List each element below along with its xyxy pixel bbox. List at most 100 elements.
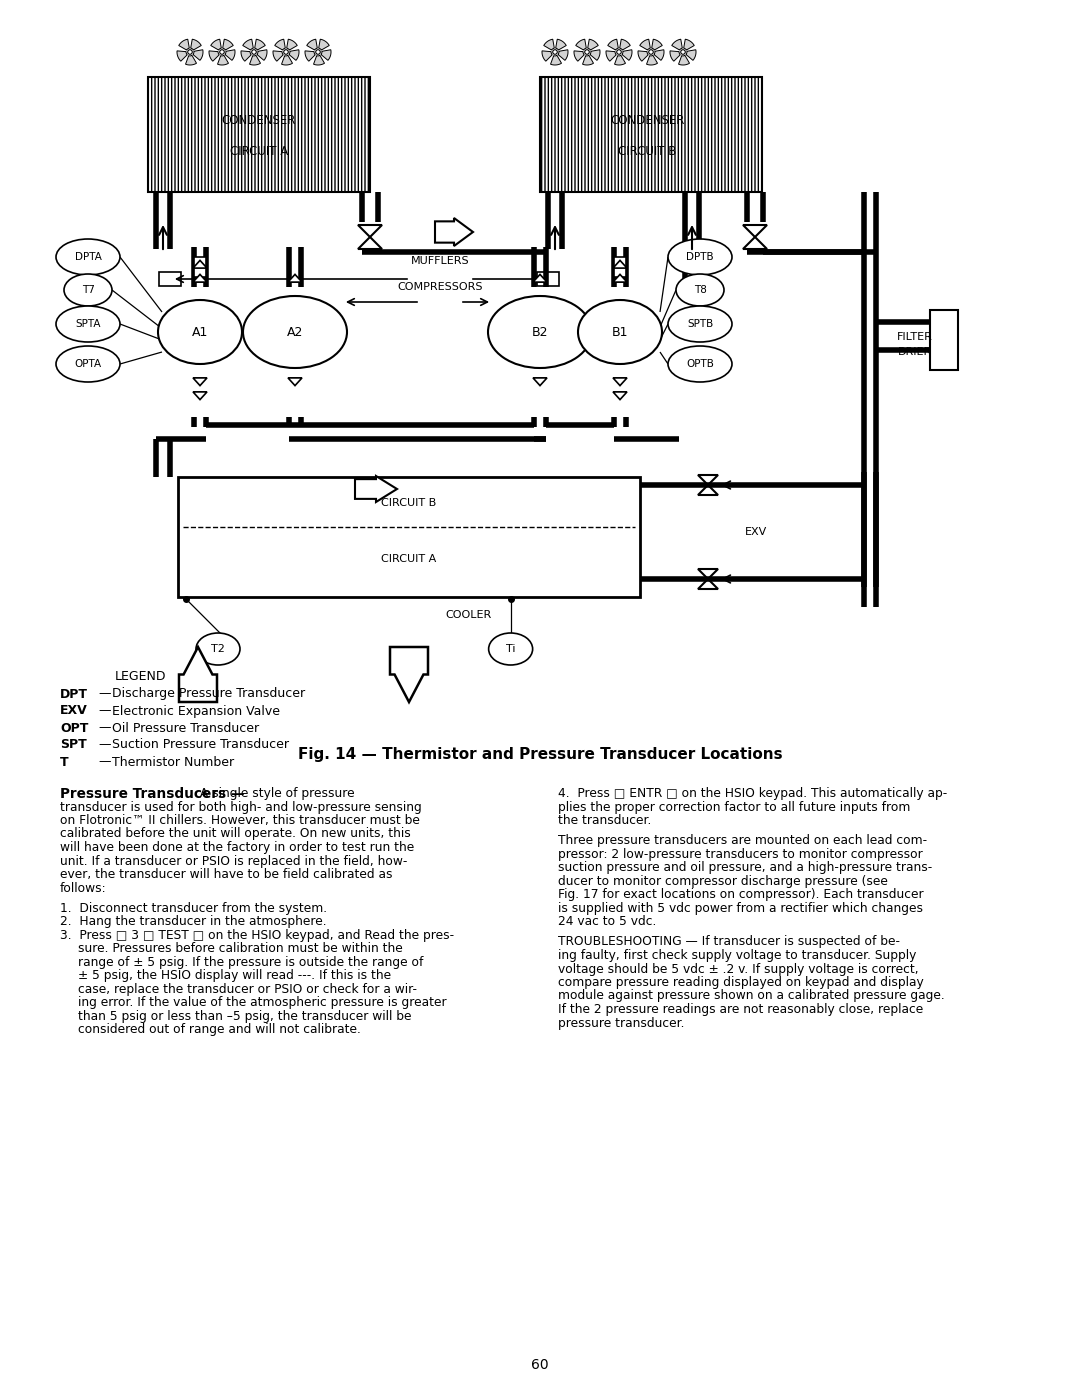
Text: Three pressure transducers are mounted on each lead com-: Three pressure transducers are mounted o… [558, 834, 927, 847]
Ellipse shape [188, 50, 192, 54]
Text: 4.  Press □ ENTR □ on the HSIO keypad. This automatically ap-: 4. Press □ ENTR □ on the HSIO keypad. Th… [558, 787, 947, 800]
Ellipse shape [488, 296, 592, 367]
Bar [540, 77, 762, 191]
Polygon shape [319, 39, 329, 50]
Ellipse shape [617, 50, 621, 54]
Ellipse shape [649, 50, 653, 54]
Ellipse shape [158, 300, 242, 365]
Text: 1.  Disconnect transducer from the system.: 1. Disconnect transducer from the system… [60, 901, 327, 915]
Text: EXV: EXV [60, 704, 87, 718]
Text: 3.  Press □ 3 □ TEST □ on the HSIO keypad, and Read the pres-: 3. Press □ 3 □ TEST □ on the HSIO keypad… [60, 929, 454, 942]
Text: Electronic Expansion Valve: Electronic Expansion Valve [112, 704, 280, 718]
Text: ever, the transducer will have to be field calibrated as: ever, the transducer will have to be fie… [60, 868, 392, 882]
Text: SPTB: SPTB [687, 319, 713, 330]
Polygon shape [177, 50, 187, 61]
Polygon shape [191, 39, 201, 50]
Ellipse shape [488, 633, 532, 665]
Polygon shape [620, 39, 631, 50]
Text: T: T [60, 756, 69, 768]
Text: suction pressure and oil pressure, and a high-pressure trans-: suction pressure and oil pressure, and a… [558, 861, 932, 875]
Polygon shape [357, 237, 382, 249]
Text: ing error. If the value of the atmospheric pressure is greater: ing error. If the value of the atmospher… [78, 996, 447, 1009]
Polygon shape [647, 56, 658, 66]
Text: B1: B1 [611, 326, 629, 338]
Text: T2: T2 [211, 644, 225, 654]
Ellipse shape [553, 50, 557, 54]
Text: transducer is used for both high- and low-pressure sensing: transducer is used for both high- and lo… [60, 800, 422, 813]
Text: CONDENSER: CONDENSER [610, 115, 685, 127]
Text: —: — [98, 739, 110, 752]
Text: case, replace the transducer or PSIO or check for a wir-: case, replace the transducer or PSIO or … [78, 982, 417, 996]
Polygon shape [355, 476, 397, 502]
Text: CIRCUIT B: CIRCUIT B [619, 145, 677, 158]
Text: pressor: 2 low-pressure transducers to monitor compressor: pressor: 2 low-pressure transducers to m… [558, 848, 922, 861]
Polygon shape [672, 39, 683, 50]
Ellipse shape [64, 274, 112, 306]
Text: —: — [98, 756, 110, 768]
Text: TROUBLESHOOTING — If transducer is suspected of be-: TROUBLESHOOTING — If transducer is suspe… [558, 936, 900, 949]
Polygon shape [193, 260, 207, 268]
Text: OPTA: OPTA [75, 359, 102, 369]
Polygon shape [390, 647, 428, 703]
Bar [194, 257, 206, 277]
Text: DRIER: DRIER [897, 346, 932, 358]
Polygon shape [435, 218, 473, 246]
Polygon shape [357, 225, 382, 237]
Ellipse shape [676, 274, 724, 306]
Polygon shape [698, 569, 718, 578]
Text: —: — [98, 704, 110, 718]
Text: —: — [98, 721, 110, 735]
Text: —: — [98, 687, 110, 700]
Text: compare pressure reading displayed on keypad and display: compare pressure reading displayed on ke… [558, 977, 923, 989]
Polygon shape [613, 393, 627, 400]
Polygon shape [305, 50, 315, 61]
Text: Fig. 17 for exact locations on compressor). Each transducer: Fig. 17 for exact locations on compresso… [558, 888, 923, 901]
Polygon shape [313, 56, 324, 66]
Text: will have been done at the factory in order to test run the: will have been done at the factory in or… [60, 841, 415, 854]
Polygon shape [613, 274, 627, 282]
Ellipse shape [584, 50, 590, 54]
Text: A1: A1 [192, 326, 208, 338]
Text: FILTER: FILTER [897, 332, 933, 342]
Text: T7: T7 [82, 285, 94, 295]
Polygon shape [193, 274, 207, 282]
Ellipse shape [669, 346, 732, 381]
Text: CIRCUIT A: CIRCUIT A [381, 553, 436, 563]
Polygon shape [211, 39, 221, 50]
Polygon shape [698, 475, 718, 485]
Text: SPT: SPT [60, 739, 86, 752]
Text: A single style of pressure: A single style of pressure [197, 787, 355, 800]
Polygon shape [241, 50, 252, 61]
Polygon shape [582, 56, 594, 66]
Bar [148, 77, 370, 191]
Polygon shape [534, 379, 546, 386]
Polygon shape [193, 50, 203, 60]
Text: DPTB: DPTB [686, 251, 714, 263]
Bar [615, 257, 626, 277]
Text: 24 vac to 5 vdc.: 24 vac to 5 vdc. [558, 915, 657, 928]
Polygon shape [288, 379, 302, 386]
Text: DPTA: DPTA [75, 251, 102, 263]
Polygon shape [249, 56, 260, 66]
Text: 60: 60 [531, 1358, 549, 1372]
Text: CIRCUIT A: CIRCUIT A [230, 145, 288, 158]
Text: B2: B2 [531, 326, 549, 338]
Polygon shape [222, 39, 233, 50]
Ellipse shape [56, 239, 120, 275]
Polygon shape [255, 39, 266, 50]
Polygon shape [684, 39, 694, 50]
Polygon shape [743, 225, 767, 237]
Text: module against pressure shown on a calibrated pressure gage.: module against pressure shown on a calib… [558, 989, 945, 1003]
Polygon shape [590, 50, 600, 60]
Text: EXV: EXV [745, 527, 767, 536]
Text: range of ± 5 psig. If the pressure is outside the range of: range of ± 5 psig. If the pressure is ou… [78, 956, 423, 968]
Text: Suction Pressure Transducer: Suction Pressure Transducer [112, 739, 289, 752]
Text: 2.  Hang the transducer in the atmosphere.: 2. Hang the transducer in the atmosphere… [60, 915, 326, 928]
Text: A2: A2 [287, 326, 303, 338]
Text: Oil Pressure Transducer: Oil Pressure Transducer [112, 721, 259, 735]
Ellipse shape [315, 50, 321, 54]
Ellipse shape [219, 50, 225, 54]
Polygon shape [179, 647, 217, 703]
Text: unit. If a transducer or PSIO is replaced in the field, how-: unit. If a transducer or PSIO is replace… [60, 855, 407, 868]
Polygon shape [274, 39, 285, 50]
